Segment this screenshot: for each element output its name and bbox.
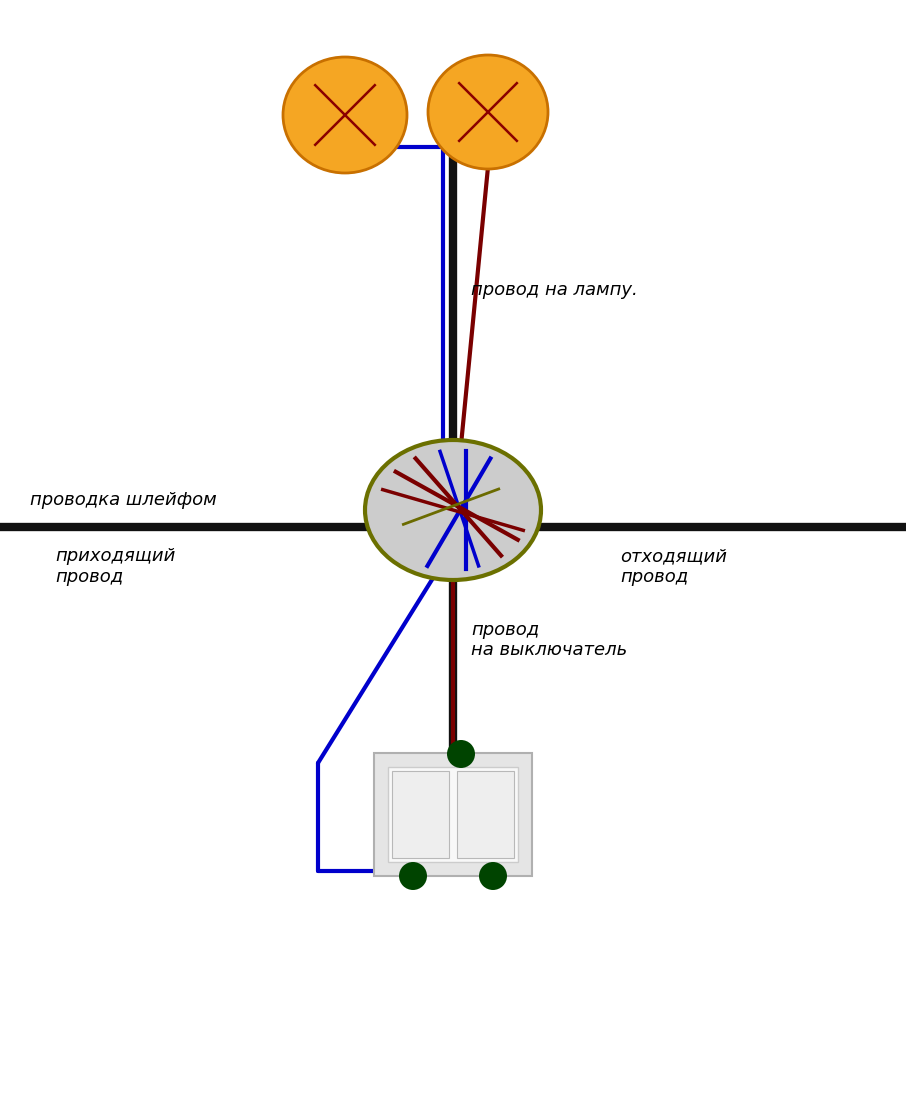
Text: проводка шлейфом: проводка шлейфом: [30, 491, 217, 509]
Circle shape: [479, 861, 507, 890]
Text: отходящий
провод: отходящий провод: [620, 546, 727, 585]
Bar: [392, 771, 449, 858]
Text: провод на лампу.: провод на лампу.: [471, 280, 638, 299]
Bar: [457, 771, 514, 858]
Text: провод
на выключатель: провод на выключатель: [471, 621, 627, 659]
Bar: [388, 767, 518, 861]
Ellipse shape: [283, 57, 407, 173]
Circle shape: [399, 861, 427, 890]
Text: приходящий
провод: приходящий провод: [55, 546, 176, 585]
Ellipse shape: [428, 55, 548, 169]
Circle shape: [447, 740, 475, 768]
Bar: [374, 754, 532, 876]
Ellipse shape: [365, 440, 541, 580]
